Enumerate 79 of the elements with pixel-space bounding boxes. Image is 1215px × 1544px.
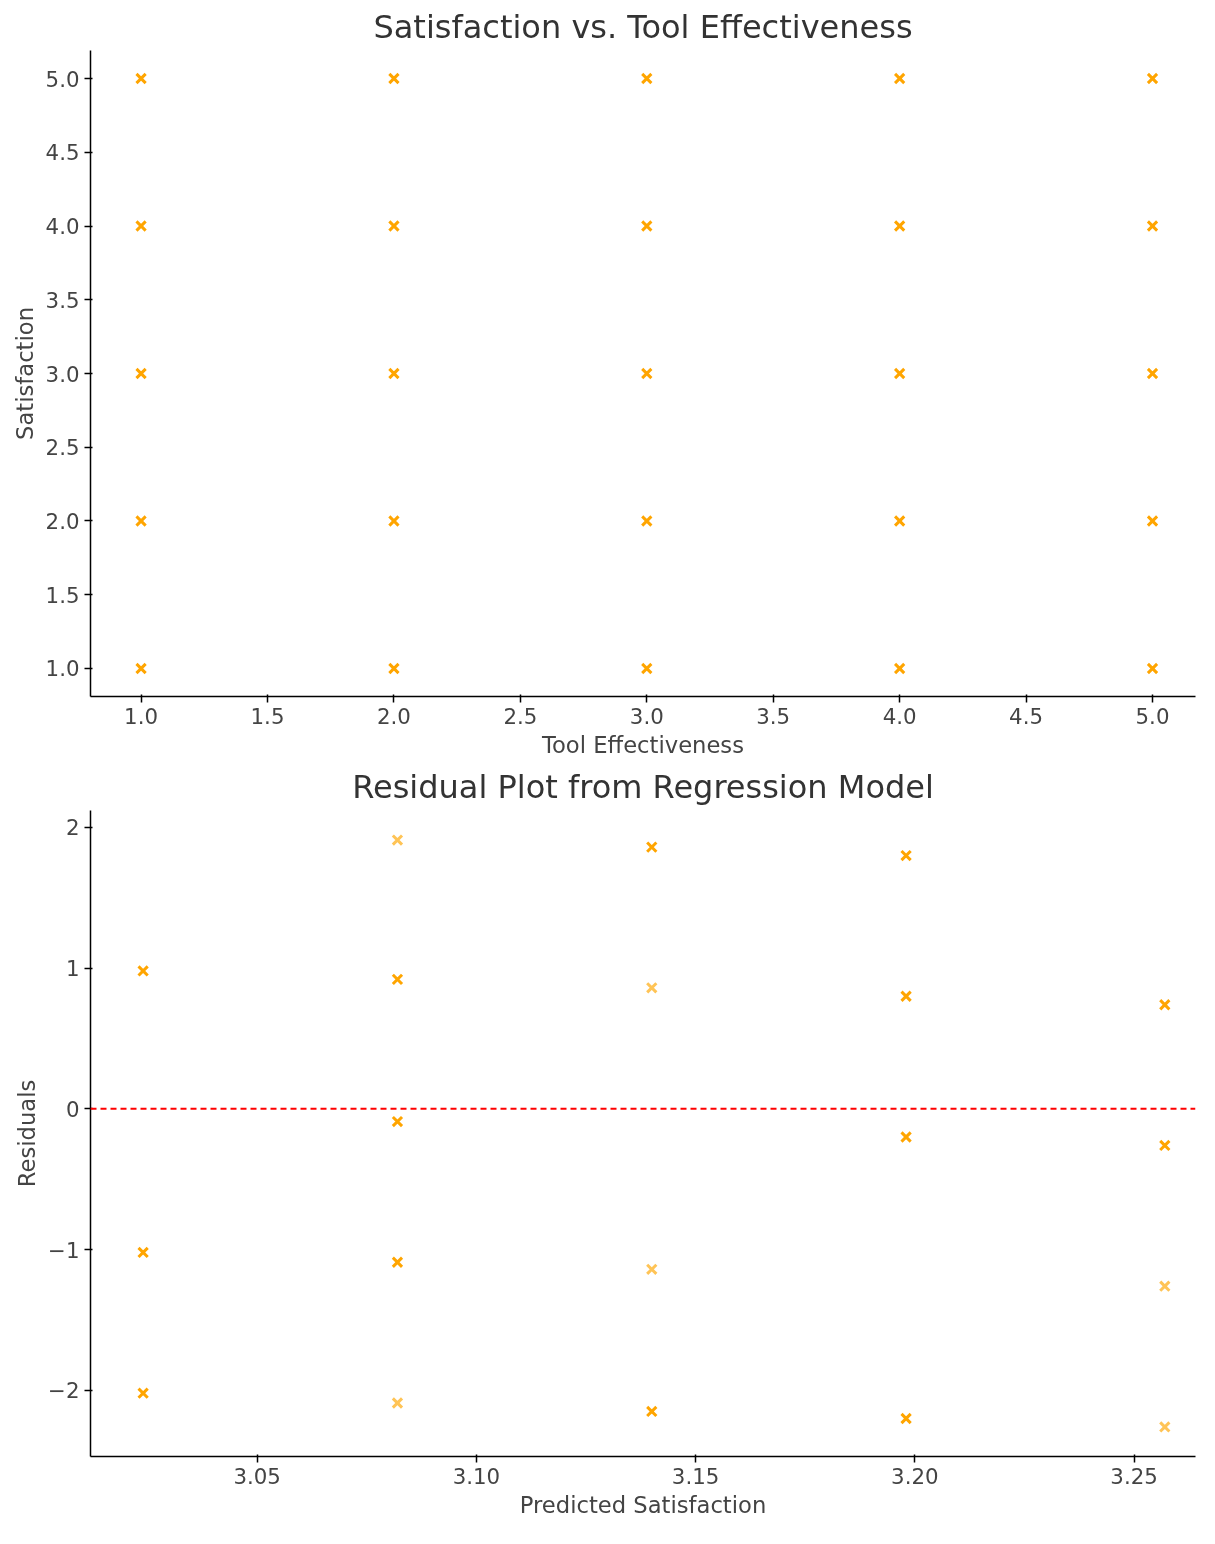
point <box>387 72 401 85</box>
x-tick-label: 1.5 <box>250 703 285 729</box>
y-tick-label: 3.5 <box>45 287 80 313</box>
point <box>137 1246 150 1259</box>
point <box>640 219 653 233</box>
point <box>387 367 401 380</box>
x-tick-label: 3.5 <box>756 703 791 729</box>
point <box>1158 1280 1171 1293</box>
x-tick-label: 1.0 <box>124 703 159 729</box>
point <box>893 662 906 675</box>
point <box>137 964 150 978</box>
x-axis-title: Predicted Satisfaction <box>519 1491 767 1518</box>
point <box>391 1396 404 1410</box>
point <box>900 1412 913 1425</box>
point <box>391 973 404 986</box>
y-tick-label: 0 <box>65 1096 80 1122</box>
chart-title: Satisfaction vs. Tool Effectiveness <box>373 7 913 46</box>
point <box>893 367 906 380</box>
point <box>645 1405 658 1418</box>
y-axis-title: Satisfaction <box>11 307 38 440</box>
point <box>387 219 401 233</box>
point <box>391 1256 404 1269</box>
x-tick-label: 3.0 <box>629 703 664 729</box>
point <box>1146 219 1159 233</box>
point <box>1146 662 1159 675</box>
point <box>134 72 148 85</box>
x-tick-label: 3.10 <box>452 1463 501 1489</box>
y-tick-label: 2.5 <box>45 435 80 461</box>
y-tick-label: 4.0 <box>45 214 80 240</box>
x-tick-label: 4.5 <box>1009 703 1044 729</box>
point <box>645 981 658 994</box>
y-tick-label: 2.0 <box>45 508 80 534</box>
point <box>900 849 913 862</box>
point <box>1146 367 1159 380</box>
x-tick-label: 4.0 <box>882 703 917 729</box>
point <box>893 72 906 85</box>
point <box>387 514 401 528</box>
y-tick-label: −1 <box>48 1237 80 1263</box>
point <box>137 1387 150 1400</box>
y-tick-label: 5.0 <box>45 66 80 92</box>
point <box>900 1130 913 1144</box>
y-tick-label: 2 <box>65 815 80 841</box>
point <box>900 990 913 1003</box>
y-tick-label: −2 <box>48 1378 80 1404</box>
x-tick-label: 2.5 <box>503 703 538 729</box>
x-tick-label: 3.15 <box>671 1463 720 1489</box>
point <box>1158 1420 1171 1434</box>
y-axis-title: Residuals <box>14 1079 41 1188</box>
point <box>134 662 148 675</box>
point <box>640 72 653 85</box>
x-tick-label: 2.0 <box>376 703 411 729</box>
x-tick-label: 3.05 <box>233 1463 281 1489</box>
point <box>640 662 653 675</box>
chart-title: Residual Plot from Regression Model <box>352 767 934 806</box>
y-tick-label: 3.0 <box>45 361 80 387</box>
point <box>134 514 148 528</box>
point <box>391 1115 404 1128</box>
point <box>1158 998 1171 1011</box>
y-tick-label: 4.5 <box>45 140 80 166</box>
point <box>645 1263 658 1276</box>
point <box>134 219 148 233</box>
x-tick-label: 5.0 <box>1135 703 1170 729</box>
y-tick-label: 1.0 <box>45 656 80 682</box>
point <box>1146 514 1159 528</box>
x-tick-label: 3.25 <box>1110 1463 1158 1489</box>
y-tick-label: 1 <box>65 956 80 982</box>
point <box>640 367 653 380</box>
point <box>893 219 906 233</box>
point <box>134 367 148 380</box>
x-tick-label: 3.20 <box>891 1463 939 1489</box>
point <box>1158 1139 1171 1152</box>
x-axis-title: Tool Effectiveness <box>541 731 744 758</box>
point <box>640 514 653 528</box>
y-tick-label: 1.5 <box>45 582 80 608</box>
point <box>893 514 906 528</box>
point <box>1146 72 1159 85</box>
point <box>645 841 658 854</box>
point <box>391 833 404 847</box>
point <box>387 662 401 675</box>
